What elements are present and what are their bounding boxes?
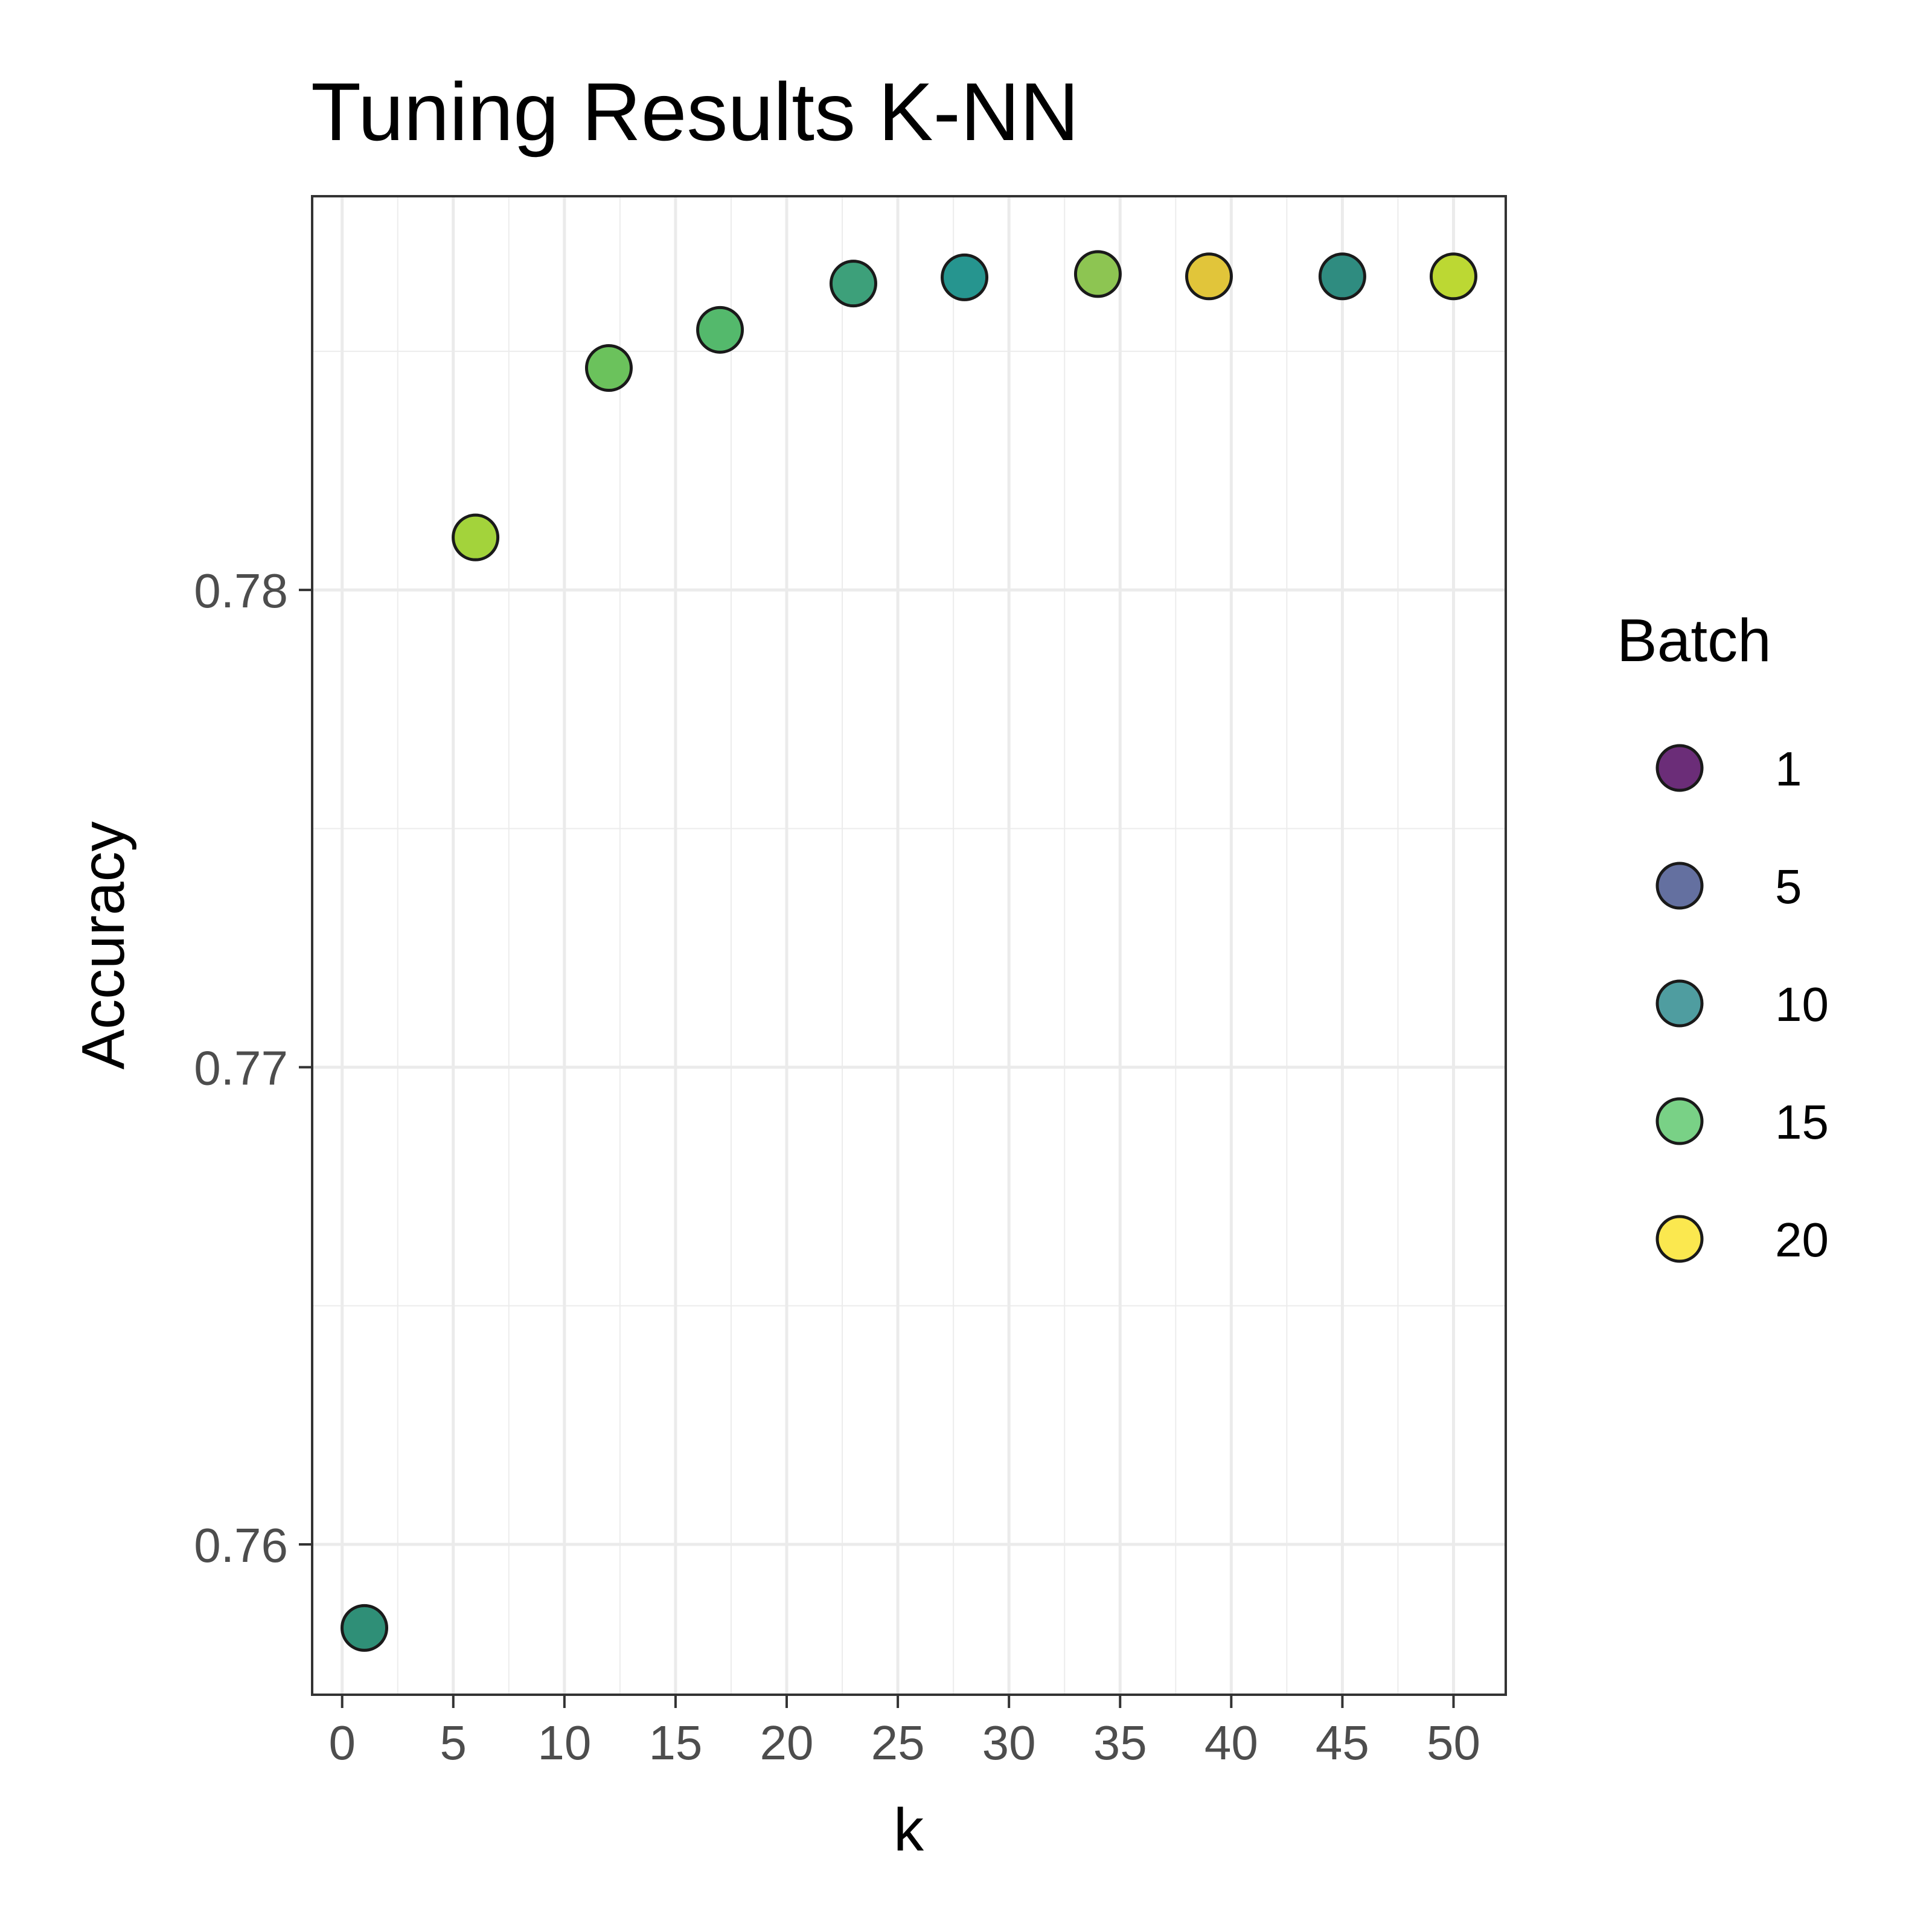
legend-key (1655, 862, 1704, 910)
x-axis-title: k (894, 1796, 924, 1864)
panel-border (311, 195, 1507, 1696)
y-tick-label: 0.78 (194, 564, 288, 618)
data-point (1185, 252, 1233, 301)
x-tick-label: 15 (648, 1716, 702, 1770)
x-tick-label: 20 (760, 1716, 814, 1770)
chart-title: Tuning Results K-NN (311, 66, 1079, 158)
panel-background (312, 196, 1506, 1695)
x-tick-label: 10 (537, 1716, 591, 1770)
legend-title: Batch (1617, 607, 1771, 674)
y-axis: 0.76 0.77 0.78 (194, 564, 312, 1572)
points-layer (341, 250, 1477, 1652)
grid-major (312, 196, 1506, 1695)
legend-label: 10 (1775, 977, 1829, 1031)
legend-label: 1 (1775, 742, 1802, 796)
x-tick-label: 0 (328, 1716, 356, 1770)
data-point (1073, 250, 1122, 298)
x-tick-label: 35 (1093, 1716, 1147, 1770)
data-point (696, 305, 744, 354)
y-tick-label: 0.77 (194, 1041, 288, 1095)
legend-key (1655, 744, 1704, 792)
legend-key (1655, 1097, 1704, 1145)
data-point (452, 513, 500, 561)
legend-label: 15 (1775, 1095, 1829, 1149)
data-point (1429, 252, 1477, 301)
x-tick-label: 40 (1204, 1716, 1258, 1770)
data-point (829, 260, 877, 308)
x-tick-label: 30 (982, 1716, 1036, 1770)
legend-key (1655, 1215, 1704, 1263)
y-axis-title: Accuracy (69, 821, 137, 1069)
x-axis: 0 5 10 15 20 25 30 35 40 45 50 (328, 1695, 1480, 1770)
data-point (341, 1604, 389, 1652)
data-point (1318, 252, 1366, 301)
data-point (941, 253, 989, 301)
grid-minor (312, 196, 1506, 1695)
plot-panel (311, 195, 1507, 1696)
data-point (584, 344, 633, 392)
x-tick-label: 5 (440, 1716, 467, 1770)
legend-label: 5 (1775, 860, 1802, 913)
x-tick-label: 50 (1427, 1716, 1480, 1770)
y-tick-label: 0.76 (194, 1518, 288, 1572)
x-tick-label: 45 (1316, 1716, 1369, 1770)
legend-key (1655, 979, 1704, 1028)
x-tick-label: 25 (871, 1716, 925, 1770)
legend-label: 20 (1775, 1213, 1829, 1267)
